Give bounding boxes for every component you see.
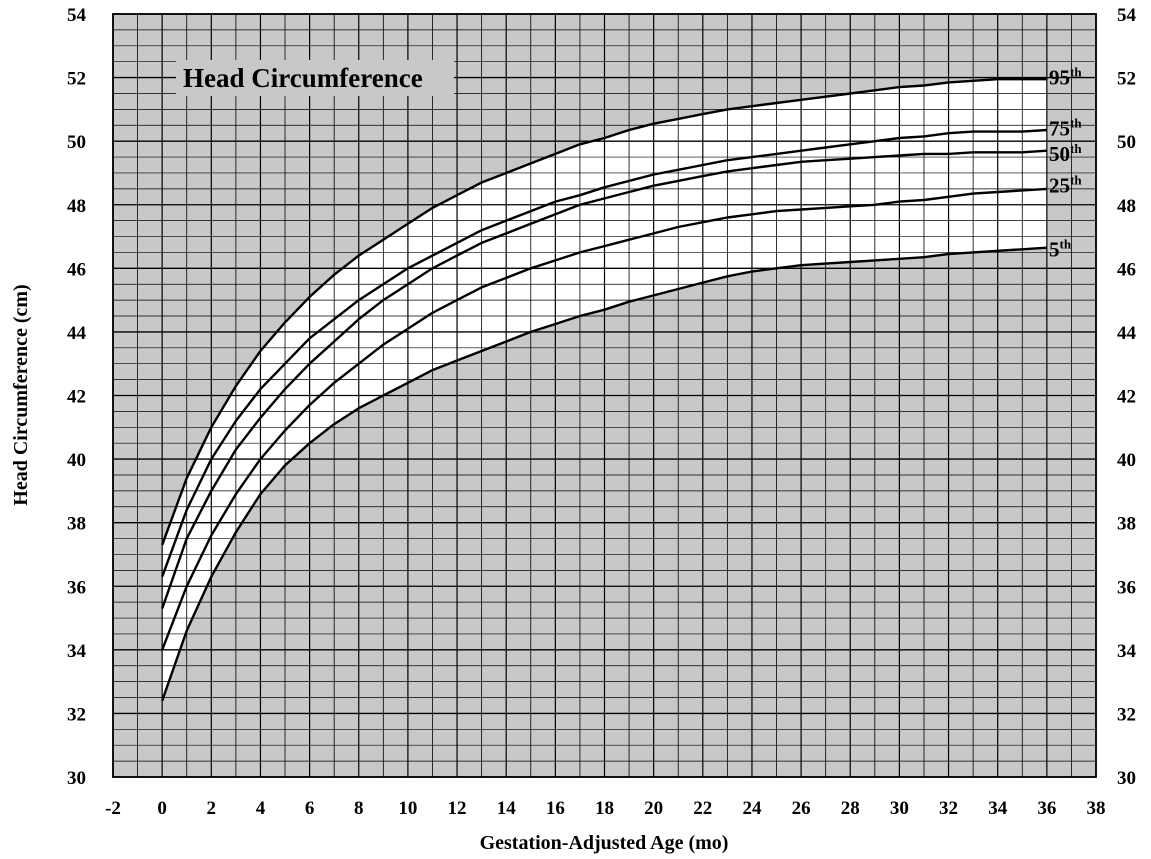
y-tick-label-right: 50 [1117,132,1136,153]
percentile-label-75: 75th [1049,115,1082,140]
x-tick-label: 14 [497,798,517,819]
y-tick-label-right: 38 [1117,514,1136,535]
y-axis-label: Head Circumference (cm) [10,284,32,505]
grid-lines [112,13,1097,778]
percentile-label-50: 50th [1049,141,1082,166]
y-tick-label-right: 36 [1117,577,1136,598]
chart-title: Head Circumference [183,63,423,93]
y-tick-label-left: 52 [67,69,86,90]
y-tick-label-left: 36 [67,577,86,598]
x-tick-label: 22 [693,798,712,819]
y-tick-label-left: 48 [67,196,86,217]
x-tick-label: 10 [398,798,417,819]
percentile-line-95 [161,77,1047,546]
plot-frame [112,13,1097,778]
chart-title-backdrop [176,60,454,96]
x-tick-label: -2 [105,798,121,819]
x-tick-label: 36 [1037,798,1056,819]
y-tick-labels: 30 30 32 32 34 34 36 36 38 38 40 40 42 42 44 44 46 46 48 48… [67,5,1137,789]
y-tick-label-right: 52 [1117,69,1136,90]
x-tick-labels: -2 0 2 4 6 8 10 12 14 16 18 20 22 24 26 28 30 32 34 36 38 [105,798,1105,819]
x-tick-label: 32 [939,798,958,819]
percentile-line-50 [161,149,1047,609]
x-tick-label: 4 [256,798,266,819]
y-tick-label-right: 42 [1117,387,1136,408]
x-tick-label: 6 [305,798,315,819]
percentile-label-5: 5th [1049,236,1072,261]
percentile-line-25 [161,187,1047,651]
x-tick-label: 38 [1087,798,1106,819]
y-tick-label-right: 54 [1117,5,1137,26]
y-tick-label-right: 30 [1117,768,1136,789]
x-tick-label: 34 [988,798,1008,819]
y-tick-label-right: 44 [1117,323,1137,344]
x-tick-label: 0 [157,798,167,819]
y-tick-label-left: 44 [67,323,87,344]
x-tick-label: 2 [207,798,217,819]
y-tick-label-right: 46 [1117,259,1136,280]
y-tick-label-left: 46 [67,259,86,280]
x-tick-label: 28 [841,798,860,819]
y-tick-label-left: 38 [67,514,86,535]
x-tick-label: 18 [595,798,614,819]
y-tick-label-right: 32 [1117,704,1136,725]
x-tick-label: 16 [546,798,565,819]
percentile-line-5 [161,246,1047,702]
x-tick-label: 26 [792,798,811,819]
y-tick-label-left: 42 [67,387,86,408]
x-tick-label: 20 [644,798,663,819]
x-tick-label: 30 [890,798,909,819]
percentile-label-25: 25th [1049,173,1082,198]
x-axis-label: Gestation-Adjusted Age (mo) [480,832,729,854]
percentile-label-95: 95th [1049,65,1082,90]
y-tick-label-left: 34 [67,641,87,662]
y-tick-label-left: 30 [67,768,86,789]
x-tick-label: 12 [448,798,467,819]
y-tick-label-left: 32 [67,704,86,725]
x-tick-label: 24 [742,798,762,819]
y-tick-label-left: 54 [67,5,87,26]
y-tick-label-right: 40 [1117,450,1136,471]
x-tick-label: 8 [354,798,364,819]
y-tick-label-left: 50 [67,132,86,153]
y-tick-label-right: 34 [1117,641,1137,662]
y-tick-label-left: 40 [67,450,86,471]
percentile-lines [161,77,1047,702]
percentile-line-75 [161,128,1047,578]
y-tick-label-right: 48 [1117,196,1136,217]
